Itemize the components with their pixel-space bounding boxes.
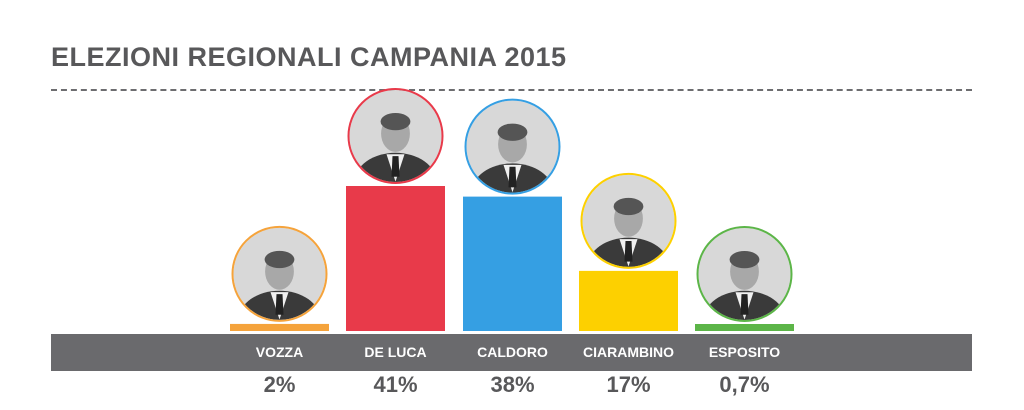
bar-de-luca bbox=[346, 186, 445, 331]
category-label-ciarambino: CIARAMBINO bbox=[583, 344, 674, 360]
chart-title: ELEZIONI REGIONALI CAMPANIA 2015 bbox=[51, 42, 567, 72]
category-band bbox=[51, 334, 972, 371]
portrait-de-luca bbox=[347, 88, 444, 184]
bar-vozza bbox=[230, 323, 329, 331]
bar-caldoro bbox=[463, 196, 562, 331]
value-label-de-luca: 41% bbox=[373, 372, 418, 397]
portrait-vozza bbox=[231, 225, 328, 322]
value-label-caldoro: 38% bbox=[490, 372, 535, 397]
category-label-vozza: VOZZA bbox=[255, 344, 304, 360]
bar-ciarambino bbox=[579, 270, 678, 331]
category-label-esposito: ESPOSITO bbox=[708, 344, 781, 360]
value-label-esposito: 0,7% bbox=[719, 372, 770, 397]
portrait-caldoro bbox=[464, 98, 561, 195]
value-label-ciarambino: 17% bbox=[606, 372, 651, 397]
category-label-caldoro: CALDORO bbox=[477, 344, 548, 360]
portrait-esposito bbox=[696, 226, 793, 322]
portrait-ciarambino bbox=[580, 172, 677, 269]
value-label-vozza: 2% bbox=[263, 372, 296, 397]
category-label-de-luca: DE LUCA bbox=[364, 344, 427, 360]
bar-esposito bbox=[695, 324, 794, 331]
title-divider bbox=[51, 89, 972, 91]
bar-chart bbox=[230, 88, 794, 331]
